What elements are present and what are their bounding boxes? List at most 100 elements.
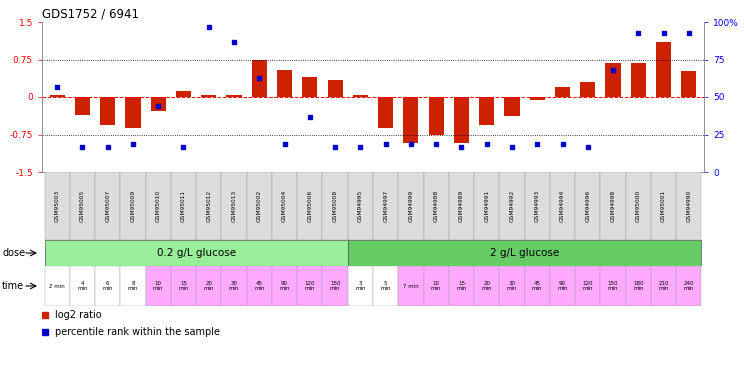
Bar [297, 266, 322, 306]
Bar [550, 266, 575, 306]
Bar [656, 42, 671, 97]
Bar [631, 63, 646, 97]
Bar [423, 266, 449, 306]
Text: GSM95004: GSM95004 [282, 190, 287, 222]
Bar [373, 266, 398, 306]
Text: 8
min: 8 min [128, 280, 138, 291]
Bar [606, 63, 620, 97]
Bar [347, 266, 373, 306]
Bar [479, 97, 494, 124]
Text: GSM95012: GSM95012 [206, 190, 211, 222]
Text: GSM94989: GSM94989 [459, 190, 464, 222]
Text: GSM95002: GSM95002 [257, 190, 262, 222]
Bar [201, 94, 217, 97]
Bar [474, 172, 499, 240]
Text: 15
min: 15 min [179, 280, 189, 291]
Bar [499, 266, 525, 306]
Bar [322, 266, 347, 306]
Bar [272, 266, 297, 306]
Text: GSM94995: GSM94995 [358, 190, 363, 222]
Text: 5
min: 5 min [380, 280, 391, 291]
Text: GSM95001: GSM95001 [661, 190, 666, 222]
Text: GSM94994: GSM94994 [560, 190, 565, 222]
Bar [676, 172, 702, 240]
Bar [247, 266, 272, 306]
Bar [504, 97, 519, 116]
Text: 6
min: 6 min [103, 280, 113, 291]
Bar [176, 91, 191, 97]
Text: GSM95007: GSM95007 [105, 190, 110, 222]
Text: 2 g/L glucose: 2 g/L glucose [490, 248, 559, 258]
Text: GSM95008: GSM95008 [333, 190, 338, 222]
Text: dose: dose [2, 248, 25, 258]
Text: 150
min: 150 min [330, 280, 340, 291]
Bar [499, 172, 525, 240]
Bar [100, 97, 115, 124]
Bar [398, 266, 423, 306]
Bar [398, 172, 423, 240]
Bar [45, 172, 70, 240]
Bar [222, 266, 247, 306]
Bar [126, 97, 141, 128]
Text: 20
min: 20 min [481, 280, 492, 291]
Bar [580, 82, 595, 97]
Bar [50, 94, 65, 97]
Text: 10
min: 10 min [431, 280, 441, 291]
Text: GSM95005: GSM95005 [80, 190, 85, 222]
Bar [555, 87, 570, 97]
Text: GDS1752 / 6941: GDS1752 / 6941 [42, 8, 139, 21]
Bar [550, 172, 575, 240]
Bar [403, 97, 418, 143]
Bar [146, 172, 171, 240]
Bar [525, 172, 550, 240]
Bar [277, 69, 292, 97]
Text: GSM94996: GSM94996 [586, 190, 590, 222]
Text: 30
min: 30 min [229, 280, 240, 291]
Text: GSM95000: GSM95000 [636, 190, 641, 222]
Text: 120
min: 120 min [304, 280, 315, 291]
Bar [353, 94, 368, 97]
Bar [171, 172, 196, 240]
Text: 2 min: 2 min [49, 284, 65, 288]
Bar [575, 172, 600, 240]
Text: 10
min: 10 min [153, 280, 164, 291]
Text: GSM94991: GSM94991 [484, 190, 490, 222]
Text: 45
min: 45 min [254, 280, 265, 291]
Bar [525, 266, 550, 306]
Bar [626, 266, 651, 306]
Text: 15
min: 15 min [456, 280, 466, 291]
Bar [373, 172, 398, 240]
Bar [75, 97, 90, 114]
Bar [454, 97, 469, 143]
Bar [474, 266, 499, 306]
Bar [347, 240, 702, 266]
Bar [626, 172, 651, 240]
Text: 90
min: 90 min [279, 280, 290, 291]
Text: 3
min: 3 min [355, 280, 365, 291]
Text: 120
min: 120 min [583, 280, 593, 291]
Text: 20
min: 20 min [204, 280, 214, 291]
Bar [530, 97, 545, 99]
Bar [297, 172, 322, 240]
Bar [45, 240, 347, 266]
Bar [121, 266, 146, 306]
Text: 45
min: 45 min [532, 280, 542, 291]
Text: GSM94998: GSM94998 [611, 190, 615, 222]
Bar [247, 172, 272, 240]
Text: GSM94993: GSM94993 [535, 190, 539, 222]
Bar [226, 94, 242, 97]
Bar [171, 266, 196, 306]
Text: GSM95003: GSM95003 [54, 190, 60, 222]
Text: 180
min: 180 min [633, 280, 644, 291]
Text: GSM95009: GSM95009 [130, 190, 135, 222]
Text: GSM95010: GSM95010 [155, 190, 161, 222]
Bar [651, 172, 676, 240]
Text: 150
min: 150 min [608, 280, 618, 291]
Text: log2 ratio: log2 ratio [55, 310, 102, 320]
Text: 30
min: 30 min [507, 280, 517, 291]
Bar [347, 172, 373, 240]
Bar [682, 71, 696, 97]
Bar [423, 172, 449, 240]
Bar [95, 172, 121, 240]
Bar [70, 172, 95, 240]
